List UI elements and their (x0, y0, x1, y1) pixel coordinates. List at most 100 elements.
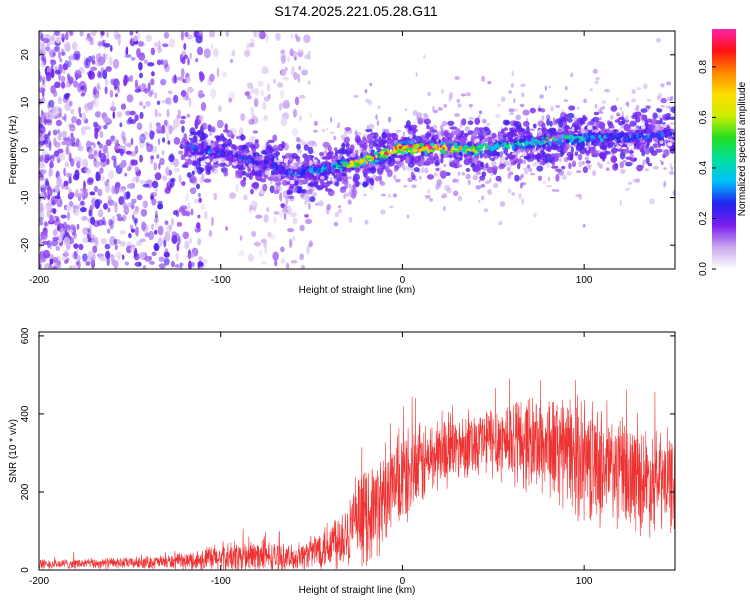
spectrogram-ridge-cell (288, 166, 293, 169)
spectrogram-ridge-cell (663, 149, 670, 157)
spectrogram-halo-speckle (423, 113, 428, 117)
spectrogram-ridge-cell (287, 195, 295, 199)
spectrogram-ridge-cell (599, 137, 604, 143)
spectrogram-noise-speckle (216, 119, 224, 129)
spectrogram-noise-speckle (153, 162, 157, 171)
spectrogram-halo-speckle (469, 104, 472, 110)
colorbar-tick-label: 0.6 (698, 110, 709, 124)
spectrogram-ridge-cell (344, 181, 349, 189)
spectrogram-ridge-cell (266, 167, 270, 172)
spectrogram-noise-speckle (70, 158, 75, 167)
spectrogram-ridge-cell (413, 155, 421, 163)
spectrogram-noise-speckle (139, 133, 146, 144)
spectrogram-ridge-cell (327, 189, 335, 197)
spectrogram-halo-speckle (592, 170, 597, 177)
spectrogram-halo-speckle (578, 161, 583, 168)
spectrogram-noise-speckle (263, 96, 270, 102)
spectrogram-ridge-cell (355, 149, 359, 154)
spectrogram-ridge-cell (407, 152, 411, 156)
spectrogram-noise-speckle (75, 193, 82, 198)
spectrogram-noise-speckle (102, 39, 105, 47)
spectrogram-ridge-cell (402, 153, 407, 160)
spectrogram-halo-speckle (487, 189, 492, 196)
spectrogram-noise-speckle (50, 85, 56, 94)
spectrogram-noise-speckle (99, 167, 104, 175)
spectrogram-ridge-cell (328, 180, 333, 185)
spectrogram-noise-speckle (46, 120, 53, 126)
spectrogram-halo-speckle (519, 103, 525, 108)
spectrogram-halo-speckle (507, 188, 512, 194)
spectrogram-noise-speckle (39, 212, 45, 220)
spectrogram-noise-speckle (129, 74, 134, 83)
spectrogram-noise-speckle (82, 236, 89, 244)
spectrogram-noise-speckle (306, 245, 310, 255)
spectrogram-ridge-cell (569, 153, 574, 161)
spectrogram-ridge-cell (591, 150, 599, 156)
spectrogram-ridge-cell (253, 171, 261, 177)
spectrogram-ridge-cell (199, 151, 203, 156)
spectrogram-x-ticks: -200 -100 0 100 (29, 31, 593, 286)
spectrogram-ridge-cell (434, 145, 439, 151)
spectrogram-ridge-cell (585, 147, 591, 156)
spectrogram-halo-speckle (292, 236, 295, 241)
spectrogram-noise-speckle (39, 263, 42, 269)
spectrogram-ridge-cell (313, 171, 317, 174)
spectrogram-halo-speckle (338, 205, 342, 209)
spectrogram-noise-speckle (292, 217, 298, 225)
spectrogram-noise-speckle (210, 88, 217, 99)
spectrogram-ridge-cell (516, 149, 522, 153)
spectrogram-ridge-cell (325, 152, 332, 160)
spectrogram-noise-speckle (64, 161, 70, 168)
spectrogram-ridge-cell (336, 177, 343, 182)
spectrogram-ridge-cell (200, 147, 206, 152)
spectrogram-ridge-cell (252, 130, 259, 134)
spectrogram-ridge-cell (206, 139, 211, 143)
spectrogram-noise-speckle (134, 261, 142, 267)
spectrogram-noise-speckle (68, 176, 72, 184)
spectrogram-noise-speckle (95, 53, 102, 62)
spectrogram-ridge-cell (467, 134, 472, 139)
spectrogram-ridge-cell (591, 136, 596, 140)
spectrogram-ridge-cell (289, 180, 295, 185)
spectrogram-ridge-cell (447, 134, 455, 138)
spectrogram-ridge-cell (629, 157, 637, 162)
spectrogram-halo-speckle (376, 120, 380, 127)
spectrogram-halo-speckle (555, 105, 561, 108)
spectrogram-ridge-cell (522, 109, 530, 116)
spectrogram-noise-speckle (126, 94, 134, 103)
spectrogram-ridge-cell (354, 135, 361, 144)
spectrogram-noise-speckle (166, 96, 173, 106)
spectrogram-halo-speckle (333, 221, 339, 227)
spectrogram-noise-speckle (39, 262, 42, 269)
spectrogram-noise-speckle (137, 33, 141, 40)
spectrogram-ridge-cell (381, 132, 388, 139)
spectrogram-halo-speckle (592, 68, 598, 74)
spectrogram-ridge-cell (374, 138, 379, 143)
spectrogram-noise-speckle (139, 251, 146, 260)
spectrogram-ridge-cell (309, 196, 316, 203)
spectrogram-halo-speckle (485, 180, 491, 185)
spectrogram-halo-speckle (570, 72, 574, 78)
spectrogram-halo-speckle (566, 170, 572, 176)
spectrogram-noise-speckle (173, 137, 181, 145)
spectrogram-noise-speckle (80, 207, 87, 213)
spectrogram-halo-speckle (480, 184, 486, 188)
spectrogram-ridge-cell (467, 141, 473, 147)
spectrogram-halo-speckle (644, 168, 650, 172)
spectrogram-noise-speckle (65, 32, 69, 41)
spectrogram-ridge-cell (261, 165, 265, 169)
spectrogram-ridge-cell (499, 142, 503, 145)
spectrogram-ridge-cell (620, 141, 626, 144)
y-tick-label: 600 (20, 327, 31, 344)
spectrogram-ridge-cell (318, 184, 324, 190)
spectrogram-noise-speckle (49, 215, 53, 222)
spectrogram-ridge-cell (654, 148, 663, 153)
colorbar-scale (712, 29, 736, 269)
spectrogram-noise-speckle (80, 200, 85, 206)
spectrogram-ridge-cell (545, 142, 549, 145)
spectrogram-ridge-cell (591, 132, 595, 136)
spectrogram-ridge-cell (481, 171, 487, 177)
spectrogram-ridge-cell (641, 114, 647, 121)
spectrogram-ridge-cell (345, 143, 350, 149)
spectrogram-noise-speckle (82, 158, 88, 169)
